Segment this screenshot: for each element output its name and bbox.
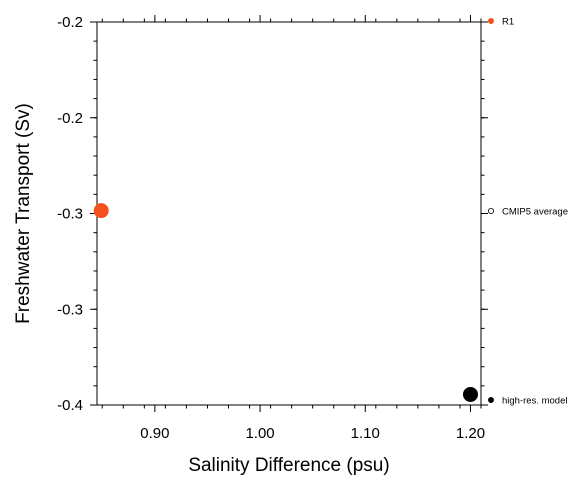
data-point <box>462 386 478 402</box>
y-tick-label: -0.2 <box>57 110 83 127</box>
legend: R1 CMIP5 average high-res. model <box>487 17 568 407</box>
x-axis-title: Salinity Difference (psu) <box>188 455 389 476</box>
data-points <box>93 203 478 402</box>
y-tick-label: -0.3 <box>57 301 83 318</box>
plot-border <box>96 21 482 406</box>
y-tick-label: -0.3 <box>57 206 83 223</box>
y-axis-title: Freshwater Transport (Sv) <box>13 103 34 324</box>
y-tick-label: -0.4 <box>57 397 83 414</box>
legend-marker <box>487 17 494 24</box>
x-tick-label: 0.90 <box>140 425 169 442</box>
y-axis-ticks: -0.2 -0.2 -0.3 -0.3 -0.4 <box>57 14 488 414</box>
x-tick-label: 1.10 <box>351 425 380 442</box>
legend-marker <box>487 396 494 403</box>
legend-label: R1 <box>502 17 514 28</box>
x-tick-label: 1.20 <box>456 425 485 442</box>
legend-marker <box>487 207 494 214</box>
x-tick-label: 1.00 <box>245 425 274 442</box>
data-point <box>93 203 109 219</box>
legend-label: CMIP5 average <box>502 207 568 218</box>
legend-label: high-res. model <box>502 396 567 407</box>
y-tick-label: -0.2 <box>57 14 83 31</box>
plot-frame <box>96 21 482 406</box>
x-axis-ticks: 0.90 1.00 1.10 1.20 <box>101 15 485 442</box>
